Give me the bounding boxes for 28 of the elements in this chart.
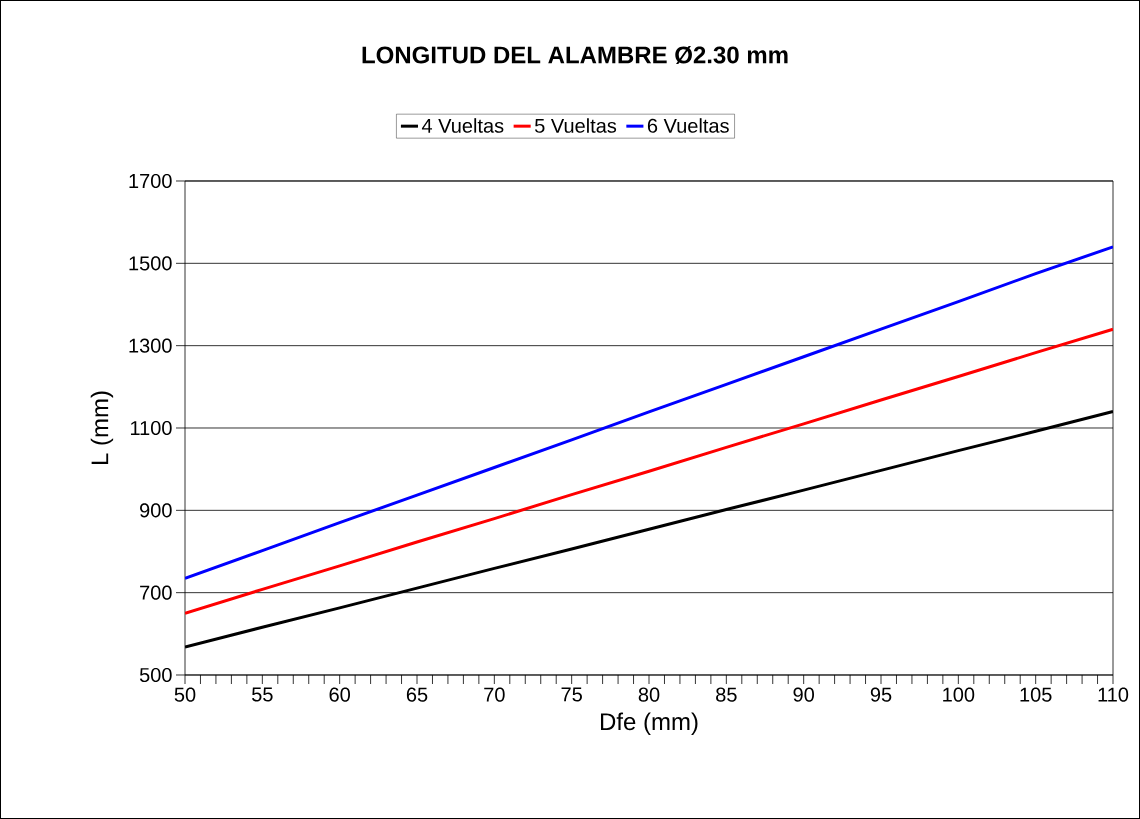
x-tick-label: 105 [1020,687,1052,702]
x-axis-title: Dfe (mm) [600,712,698,735]
y-tick-label: 700 [140,585,172,600]
y-tick-label: 1700 [129,173,172,189]
x-tick-label: 50 [174,687,196,702]
y-tick-label: 1300 [129,338,172,353]
x-tick-label: 65 [406,687,428,702]
line-series [185,327,1114,615]
y-tick-label: 900 [140,503,172,518]
x-tick-label: 75 [561,687,582,702]
y-tick-label: 1500 [129,256,172,271]
legend-label: 4 Vueltas [421,118,504,133]
legend-label: 5 Vueltas [535,118,617,133]
chart-title: LONGITUD DEL ALAMBRE Ø2.30 mm [362,45,788,65]
x-tick-label: 60 [329,687,350,702]
x-tick-label: 70 [484,687,505,702]
x-tick-label: 80 [638,687,660,702]
line-series [185,245,1114,580]
x-tick-label: 55 [252,687,273,702]
x-tick-label: 95 [870,687,892,702]
legend-label: 6 Vueltas [647,118,729,133]
x-tick-label: 110 [1098,687,1129,702]
y-axis-title: L (mm) [90,391,114,465]
y-tick-label: 1100 [130,420,172,436]
x-tick-label: 100 [943,687,975,702]
y-tick-label: 500 [139,667,172,683]
x-tick-label: 90 [793,687,815,702]
x-tick-label: 85 [716,687,737,702]
